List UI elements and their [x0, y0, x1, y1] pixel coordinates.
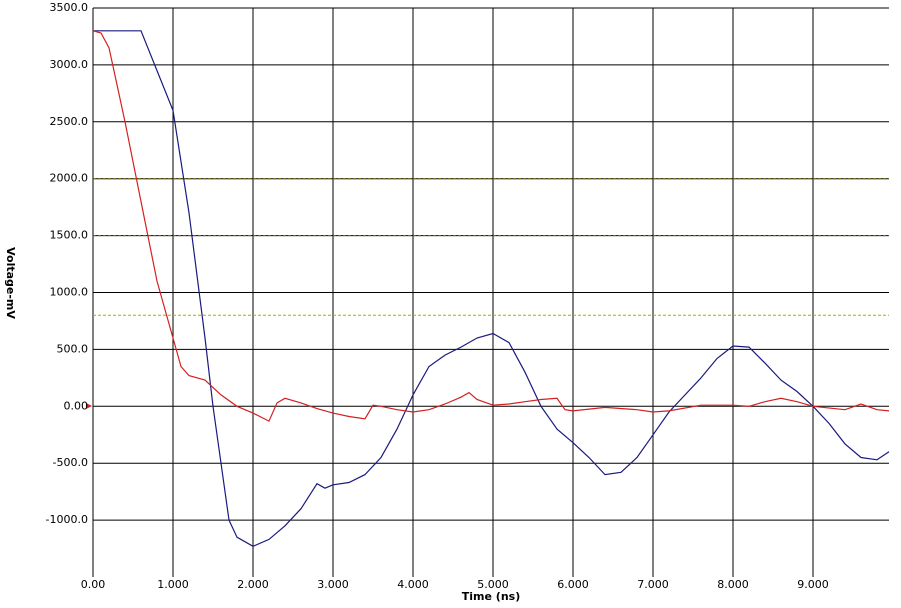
y-tick-label: -500.0: [53, 456, 88, 469]
y-tick-label: -1000.0: [46, 513, 88, 526]
y-tick-label: 2500.0: [50, 115, 89, 128]
x-tick-label: 9.000: [797, 578, 829, 591]
x-tick-label: 5.000: [477, 578, 509, 591]
y-tick-label: 3500.0: [50, 1, 89, 14]
x-tick-label: 7.000: [637, 578, 669, 591]
y-axis-label: Voltage-mV: [4, 247, 17, 319]
x-tick-label: 4.000: [397, 578, 429, 591]
y-tick-label: 0.00: [64, 399, 89, 412]
y-tick-label: 500.0: [57, 342, 89, 355]
zero-marker: [86, 403, 92, 409]
x-tick-label: 6.000: [557, 578, 589, 591]
x-tick-label: 1.000: [157, 578, 189, 591]
y-tick-label: 2000.0: [50, 172, 89, 185]
y-tick-label: 1000.0: [50, 286, 89, 299]
y-tick-label: 3000.0: [50, 58, 89, 71]
x-axis-label: Time (ns): [462, 590, 520, 603]
series-line: [93, 30, 890, 547]
y-tick-label: 1500.0: [50, 229, 89, 242]
series-line: [92, 30, 890, 422]
x-tick-label: 3.000: [317, 578, 349, 591]
x-tick-label: 0.00: [81, 578, 106, 591]
x-tick-label: 2.000: [237, 578, 269, 591]
x-tick-label: 8.000: [717, 578, 749, 591]
